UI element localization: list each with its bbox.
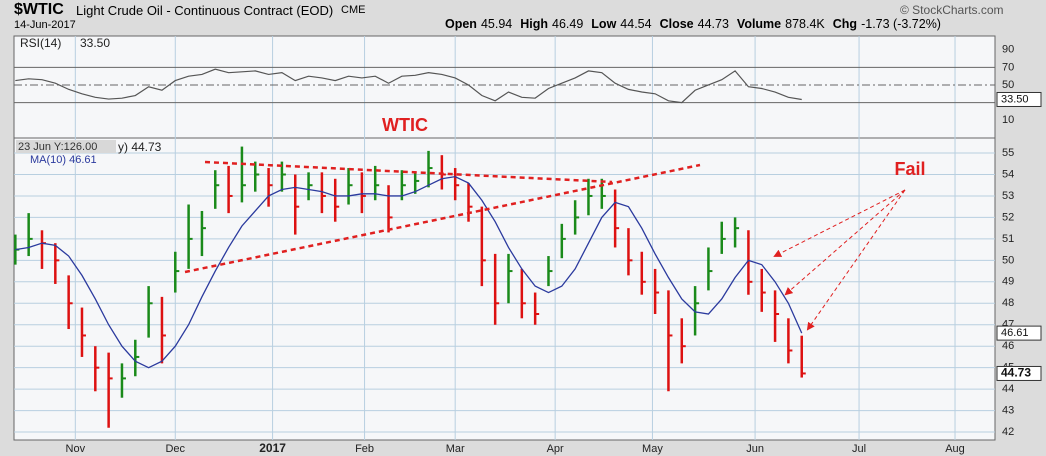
field-label: Volume bbox=[736, 17, 782, 31]
trendline bbox=[184, 163, 701, 274]
x-tick-label: Feb bbox=[355, 443, 374, 455]
trendline bbox=[204, 160, 613, 184]
field-value: 44.73 bbox=[697, 17, 729, 31]
y-tick-label: 49 bbox=[1002, 276, 1014, 288]
rsi-last-label-box bbox=[996, 91, 1042, 107]
y-tick-label: 53 bbox=[1002, 190, 1014, 202]
y-tick-label: 46 bbox=[1002, 340, 1014, 352]
arrow bbox=[784, 189, 906, 296]
y-tick-label: 44 bbox=[1002, 383, 1014, 395]
x-tick-label: Jul bbox=[852, 443, 866, 455]
header: $WTIC Light Crude Oil - Continuous Contr… bbox=[0, 0, 1046, 34]
arrow bbox=[806, 189, 906, 331]
rsi-legend: RSI(14) bbox=[20, 36, 61, 50]
rsi-line bbox=[15, 68, 802, 104]
field-label: Low bbox=[591, 17, 617, 31]
y-tick-label: 55 bbox=[1002, 147, 1014, 159]
x-tick-label: Nov bbox=[66, 443, 86, 455]
ma-legend: MA(10) 46.61 bbox=[30, 154, 97, 166]
y-tick-label: 42 bbox=[1002, 426, 1014, 438]
y-tick-label: 70 bbox=[1002, 61, 1014, 73]
instrument-name: Light Crude Oil - Continuous Contract (E… bbox=[76, 3, 334, 18]
y-tick-label: 52 bbox=[1002, 211, 1014, 223]
ma-last-label-box bbox=[996, 325, 1042, 341]
tooltip: 23 Jun Y:126.00 bbox=[18, 141, 97, 153]
field-value: 44.54 bbox=[620, 17, 652, 31]
credit: © StockCharts.com bbox=[900, 3, 1004, 17]
tooltip-box bbox=[16, 140, 116, 153]
field-value: 878.4K bbox=[785, 17, 825, 31]
symbol: $WTIC bbox=[14, 1, 64, 18]
ma-line bbox=[15, 175, 803, 369]
x-tick-label: Mar bbox=[446, 443, 465, 455]
y-tick-label: 10 bbox=[1002, 114, 1014, 126]
x-tick-label: Jun bbox=[746, 443, 764, 455]
arrow bbox=[773, 189, 906, 257]
y-tick-label: 43 bbox=[1002, 405, 1014, 417]
annotation: Fail bbox=[894, 159, 925, 179]
x-tick-label: Dec bbox=[165, 443, 185, 455]
field-value: 46.49 bbox=[552, 17, 584, 31]
field-label: Open bbox=[445, 17, 477, 31]
field-label: High bbox=[520, 17, 549, 31]
y-tick-label: 54 bbox=[1002, 168, 1014, 180]
ma-last-label: 46.61 bbox=[1001, 327, 1029, 339]
plot-background bbox=[13, 35, 996, 441]
y-tick-label: 90 bbox=[1002, 44, 1014, 56]
rsi-legend-value: 33.50 bbox=[80, 36, 110, 50]
price-legend: y) 44.73 bbox=[118, 140, 162, 154]
field-label: Close bbox=[659, 17, 694, 31]
y-tick-label: 50 bbox=[1002, 79, 1014, 91]
close-last-label: 44.73 bbox=[1001, 366, 1031, 380]
annotation-title: WTIC bbox=[382, 115, 428, 135]
quote-fields: Open 45.94 High 46.49 Low 44.54 Close 44.73 Volu… bbox=[445, 17, 949, 31]
exchange: CME bbox=[341, 4, 366, 16]
close-last-label-box bbox=[996, 365, 1042, 381]
x-tick-label: Aug bbox=[945, 443, 965, 455]
y-tick-label: 51 bbox=[1002, 233, 1014, 245]
field-label: Chg bbox=[832, 17, 858, 31]
y-tick-label: 48 bbox=[1002, 297, 1014, 309]
x-tick-label: May bbox=[642, 443, 663, 455]
date: 14-Jun-2017 bbox=[14, 19, 76, 31]
y-tick-label: 50 bbox=[1002, 254, 1014, 266]
x-tick-label: Apr bbox=[547, 443, 564, 455]
rsi-last-label: 33.50 bbox=[1001, 93, 1029, 105]
field-value: 45.94 bbox=[480, 17, 513, 31]
x-tick-label: 2017 bbox=[259, 441, 286, 455]
field-value: -1.73 (-3.72%) bbox=[861, 17, 941, 31]
